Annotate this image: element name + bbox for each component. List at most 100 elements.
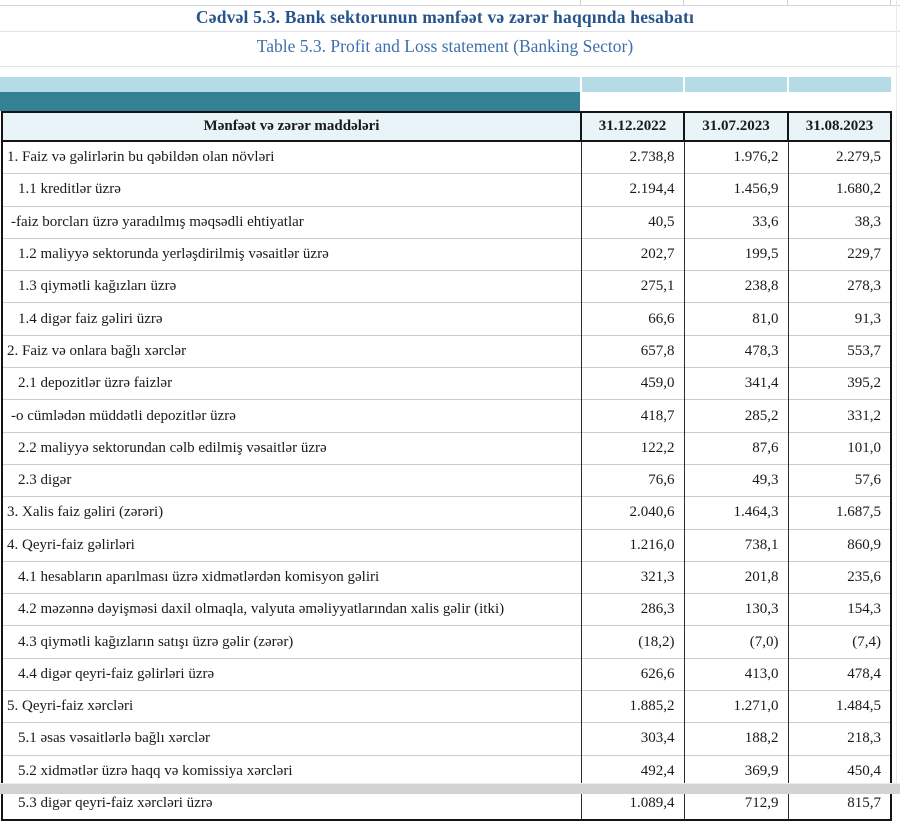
- row-label: 1.2 maliyyə sektorunda yerləşdirilmiş və…: [1, 237, 582, 271]
- row-value: 395,2: [787, 367, 892, 400]
- row-value: 1.885,2: [580, 690, 685, 723]
- row-value: 66,6: [580, 302, 685, 336]
- row-label: 1. Faiz və gəlirlərin bu qəbildən olan n…: [1, 140, 582, 174]
- table-row: 4.1 hesabların aparılması üzrə xidmətlər…: [1, 560, 892, 594]
- column-header-date-2: 31.07.2023: [683, 111, 789, 142]
- gridline-horizontal: [0, 66, 900, 67]
- row-value: 81,0: [683, 302, 789, 336]
- row-label: 5. Qeyri-faiz xərcləri: [1, 690, 582, 723]
- table-row: 1.3 qiymətli kağızları üzrə 275,1 238,8 278…: [1, 270, 892, 303]
- table-row: 4.3 qiymətli kağızların satışı üzrə gəli…: [1, 625, 892, 659]
- row-label: -o cümlədən müddətli depozitlər üzrə: [1, 399, 582, 433]
- table-row: 5.1 əsas vəsaitlərlə bağlı xərclər 303,4 1…: [1, 722, 892, 756]
- row-value: 87,6: [683, 431, 789, 465]
- row-value: 201,8: [683, 560, 789, 594]
- row-value: 478,4: [787, 657, 892, 691]
- decor-band-light: [0, 77, 891, 92]
- row-label: 2.3 digər: [1, 463, 582, 497]
- row-value: 303,4: [580, 722, 685, 756]
- header-row: Mənfəət və zərər maddələri 31.12.2022 31…: [1, 111, 892, 142]
- row-value: 1.687,5: [787, 496, 892, 530]
- row-value: 738,1: [683, 528, 789, 562]
- table-row: 3. Xalis faiz gəliri (zərəri) 2.040,6 1.46…: [1, 496, 892, 530]
- row-value: 122,2: [580, 431, 685, 465]
- row-value: 238,8: [683, 270, 789, 303]
- row-value: 2.738,8: [580, 140, 685, 174]
- gridline-vertical: [890, 0, 891, 5]
- row-label: 2. Faiz və onlara bağlı xərclər: [1, 334, 582, 368]
- row-value: 369,9: [683, 754, 789, 788]
- row-value: 341,4: [683, 367, 789, 400]
- row-value: 1.484,5: [787, 690, 892, 723]
- table-row: 5.2 xidmətlər üzrə haqq və komissiya xər…: [1, 754, 892, 788]
- row-label: 1.1 kreditlər üzrə: [1, 173, 582, 207]
- row-value: 286,3: [580, 593, 685, 626]
- decor-band-teal: [0, 92, 580, 111]
- table-row: 1.4 digər faiz gəliri üzrə 66,6 81,0 91,3: [1, 302, 892, 336]
- row-value: 492,4: [580, 754, 685, 788]
- row-value: 278,3: [787, 270, 892, 303]
- row-value: 331,2: [787, 399, 892, 433]
- row-value: 1.456,9: [683, 173, 789, 207]
- row-value: 450,4: [787, 754, 892, 788]
- row-label: 1.4 digər faiz gəliri üzrə: [1, 302, 582, 336]
- row-value: 413,0: [683, 657, 789, 691]
- row-value: 275,1: [580, 270, 685, 303]
- row-label: 3. Xalis faiz gəliri (zərəri): [1, 496, 582, 530]
- row-label: -faiz borcları üzrə yaradılmış məqsədli …: [1, 205, 582, 239]
- row-value: 38,3: [787, 205, 892, 239]
- band-cell-gap: [787, 77, 789, 92]
- row-value: 33,6: [683, 205, 789, 239]
- row-value: 1.464,3: [683, 496, 789, 530]
- column-header-date-1: 31.12.2022: [580, 111, 685, 142]
- row-value: 229,7: [787, 237, 892, 271]
- row-label: 5.1 əsas vəsaitlərlə bağlı xərclər: [1, 722, 582, 756]
- gridline-vertical: [683, 0, 684, 5]
- row-value: 1.680,2: [787, 173, 892, 207]
- table-body: 1. Faiz və gəlirlərin bu qəbildən olan n…: [1, 140, 892, 821]
- profit-loss-table: Mənfəət və zərər maddələri 31.12.2022 31…: [1, 111, 892, 821]
- table-row: 5. Qeyri-faiz xərcləri 1.885,2 1.271,0 1.48…: [1, 690, 892, 723]
- row-value: 218,3: [787, 722, 892, 756]
- table-row: 2.3 digər 76,6 49,3 57,6: [1, 463, 892, 497]
- row-value: 553,7: [787, 334, 892, 368]
- band-cell-gap: [580, 77, 582, 92]
- row-value: 235,6: [787, 560, 892, 594]
- row-value: 57,6: [787, 463, 892, 497]
- row-value: 130,3: [683, 593, 789, 626]
- gridline-vertical-right: [896, 0, 897, 783]
- row-value: 1.976,2: [683, 140, 789, 174]
- table-row: 2.2 maliyyə sektorundan cəlb edilmiş vəs…: [1, 431, 892, 465]
- row-value: 418,7: [580, 399, 685, 433]
- row-value: 154,3: [787, 593, 892, 626]
- row-value: 1.271,0: [683, 690, 789, 723]
- row-value: 2.040,6: [580, 496, 685, 530]
- table-title-en: Table 5.3. Profit and Loss statement (Ba…: [256, 36, 634, 56]
- row-value: 76,6: [580, 463, 685, 497]
- row-value: 860,9: [787, 528, 892, 562]
- row-value: 91,3: [787, 302, 892, 336]
- row-value: 478,3: [683, 334, 789, 368]
- row-value: 2.194,4: [580, 173, 685, 207]
- grid-row-sliver: [0, 0, 900, 6]
- row-value: 202,7: [580, 237, 685, 271]
- row-value: 188,2: [683, 722, 789, 756]
- row-label: 4.2 məzənnə dəyişməsi daxil olmaqla, val…: [1, 593, 582, 626]
- table-row: 2.1 depozitlər üzrə faizlər 459,0 341,4 395…: [1, 367, 892, 400]
- row-label: 5.2 xidmətlər üzrə haqq və komissiya xər…: [1, 754, 582, 788]
- table-row: 4.2 məzənnə dəyişməsi daxil olmaqla, val…: [1, 593, 892, 626]
- row-value: 626,6: [580, 657, 685, 691]
- row-value: 657,8: [580, 334, 685, 368]
- table-row: 2. Faiz və onlara bağlı xərclər 657,8 478,…: [1, 334, 892, 368]
- table-title-az: Cədvəl 5.3. Bank sektorunun mənfəət və z…: [195, 7, 695, 27]
- row-value: 40,5: [580, 205, 685, 239]
- horizontal-scrollbar[interactable]: [0, 783, 900, 794]
- row-label: 4.4 digər qeyri-faiz gəlirləri üzrə: [1, 657, 582, 691]
- table-row: 1. Faiz və gəlirlərin bu qəbildən olan n…: [1, 140, 892, 174]
- row-value: 321,3: [580, 560, 685, 594]
- row-label: 4.1 hesabların aparılması üzrə xidmətlər…: [1, 560, 582, 594]
- table-row: 1.1 kreditlər üzrə 2.194,4 1.456,9 1.680,2: [1, 173, 892, 207]
- gridline-horizontal: [0, 31, 900, 32]
- band-cell-gap: [683, 77, 685, 92]
